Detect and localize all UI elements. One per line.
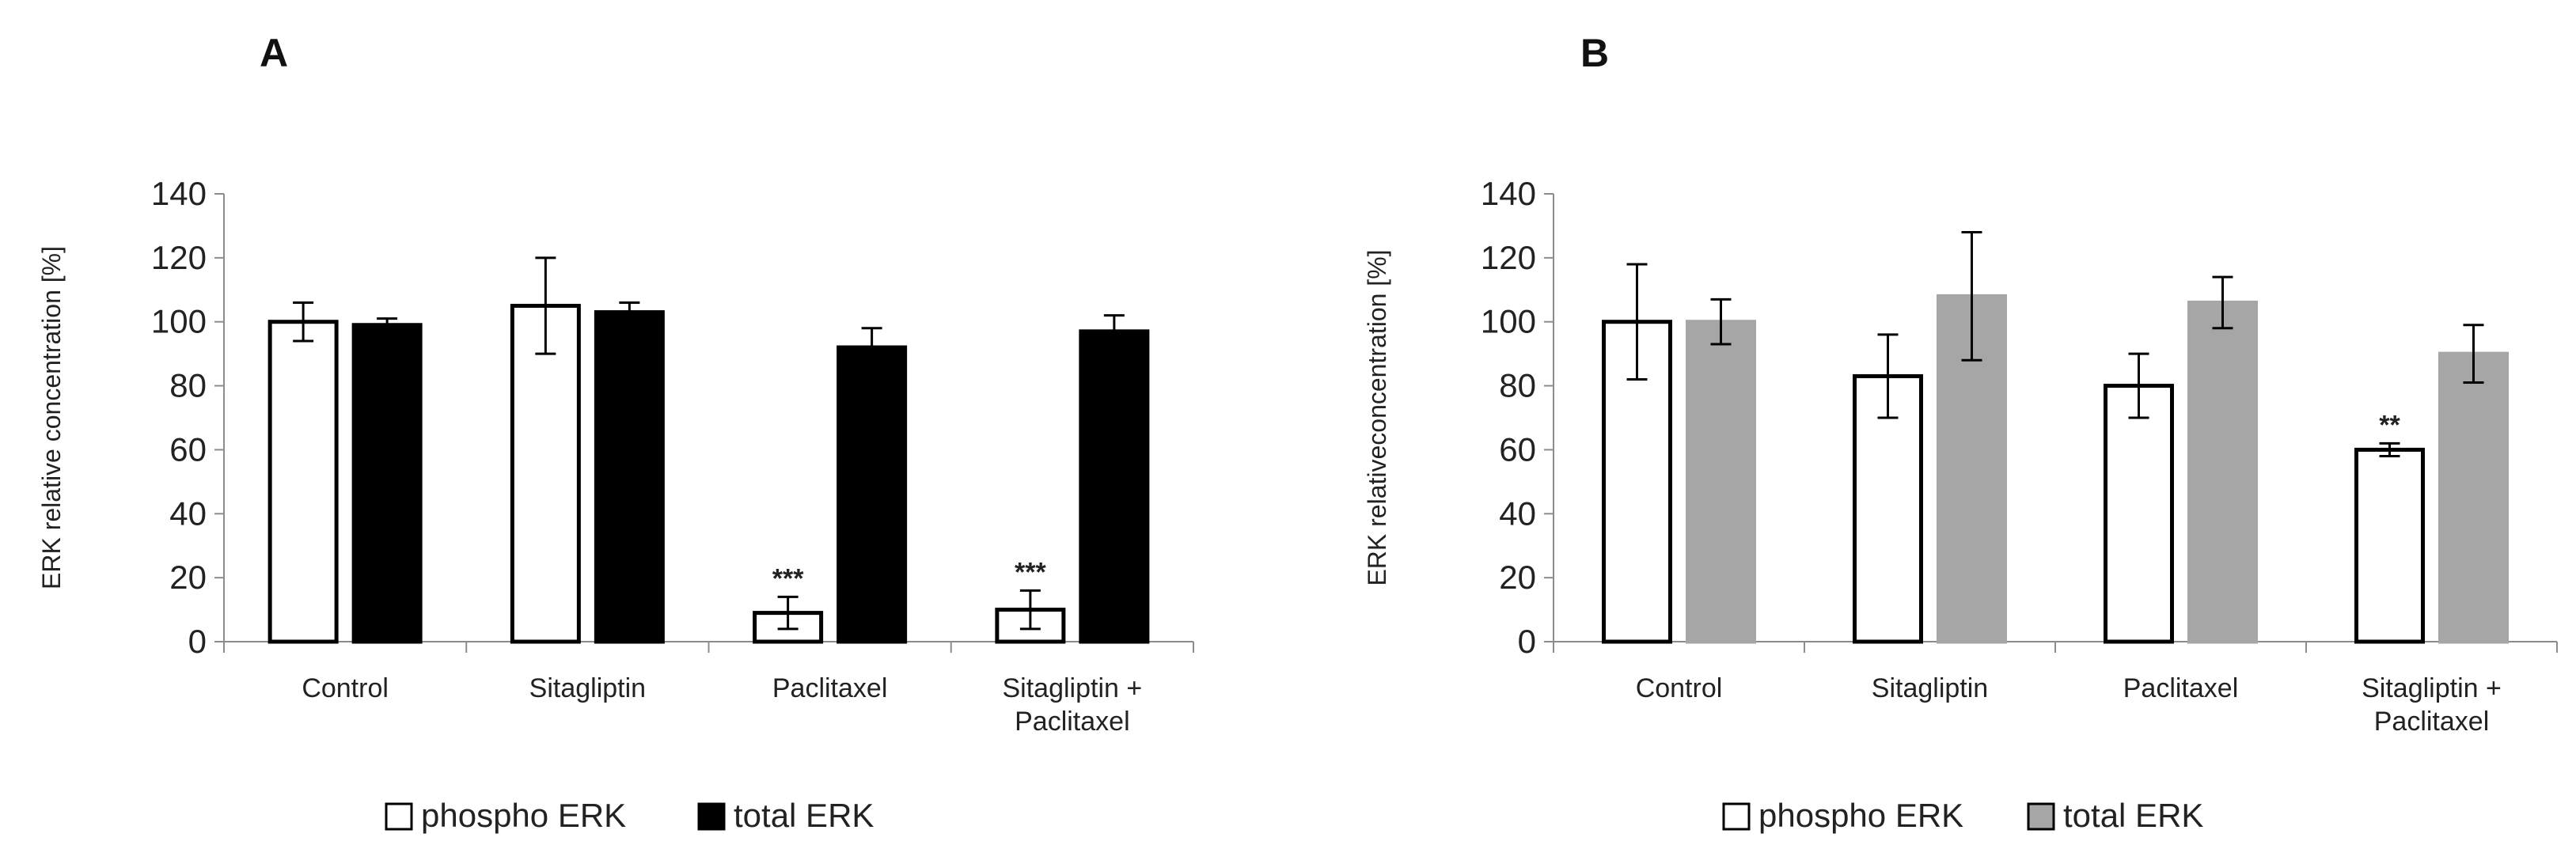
x-category-label-a: Paclitaxel (772, 673, 888, 703)
legend-swatch-b-0 (1722, 802, 1751, 831)
y-tick-label-a: 0 (188, 623, 207, 660)
y-tick-label-b: 80 (1499, 367, 1536, 404)
legend-swatch-b-1 (2027, 802, 2055, 831)
bar-a-total-erk-1 (594, 310, 665, 644)
legend-swatch-a-0 (385, 802, 413, 831)
x-category-label-b: Paclitaxel (2374, 707, 2490, 737)
bar-a-total-erk-0 (351, 323, 423, 644)
legend-swatch-a-1 (697, 802, 726, 831)
x-category-label-a: Control (302, 673, 389, 703)
x-category-label-a: Sitagliptin + (1003, 673, 1143, 703)
legend-label-a-0: phospho ERK (421, 797, 626, 834)
y-tick-label-b: 40 (1499, 495, 1536, 532)
legend-label-a-1: total ERK (734, 797, 874, 834)
significance-marker-a: *** (772, 563, 804, 593)
panel-label-b: B (1580, 31, 1609, 75)
panel-label-a: A (260, 31, 288, 75)
y-tick-label-a: 20 (169, 559, 207, 596)
bar-a-phospho-erk-0 (267, 320, 339, 644)
chart-panel-a: A ERK relative concentration [%] 0 20 40 60 80… (37, 31, 1194, 834)
y-tick-label-a: 120 (151, 239, 207, 276)
bar-b-total-erk-0 (1686, 320, 1756, 644)
legend-label-b-0: phospho ERK (1758, 797, 1963, 834)
bar-b-total-erk-3 (2438, 351, 2509, 644)
x-category-label-b: Sitagliptin (1872, 673, 1988, 703)
y-tick-label-b: 60 (1499, 430, 1536, 468)
y-tick-label-b: 120 (1481, 239, 1536, 276)
significance-marker-a: *** (1015, 557, 1046, 587)
x-category-label-b: Sitagliptin + (2362, 673, 2502, 703)
chart-panel-b: B ERK relativeconcentration [%] 0 20 40 60 80 1… (1288, 0, 2576, 864)
bar-a-total-erk-2 (837, 345, 908, 644)
bar-a-phospho-erk-1 (510, 304, 581, 644)
y-tick-label-b: 0 (1518, 623, 1536, 660)
significance-marker-b: ** (2379, 410, 2400, 440)
y-tick-label-a: 60 (169, 430, 207, 468)
legend-label-b-1: total ERK (2063, 797, 2203, 834)
y-tick-label-b: 20 (1499, 559, 1536, 596)
y-tick-label-a: 40 (169, 495, 207, 532)
bar-a-total-erk-3 (1079, 329, 1150, 644)
bar-b-total-erk-2 (2187, 300, 2258, 644)
chart-b-svg: B ERK relativeconcentration [%] 0 20 40 60 80 1… (1363, 31, 2558, 834)
y-axis-label-a: ERK relative concentration [%] (37, 246, 66, 589)
bar-b-phospho-erk-3 (2354, 447, 2425, 644)
y-tick-label-a: 140 (151, 175, 207, 212)
x-category-label-a: Sitagliptin (529, 673, 646, 703)
chart-a-svg: A ERK relative concentration [%] 0 20 40 60 80… (37, 31, 1194, 834)
y-tick-label-a: 80 (169, 367, 207, 404)
y-tick-label-a: 100 (151, 303, 207, 340)
y-tick-label-b: 100 (1481, 303, 1536, 340)
bar-b-phospho-erk-2 (2104, 384, 2174, 644)
y-tick-label-b: 140 (1481, 175, 1536, 212)
x-category-label-b: Control (1636, 673, 1723, 703)
x-category-label-b: Paclitaxel (2123, 673, 2239, 703)
y-axis-label-b: ERK relativeconcentration [%] (1363, 249, 1391, 585)
x-category-label-a: Paclitaxel (1015, 707, 1130, 737)
